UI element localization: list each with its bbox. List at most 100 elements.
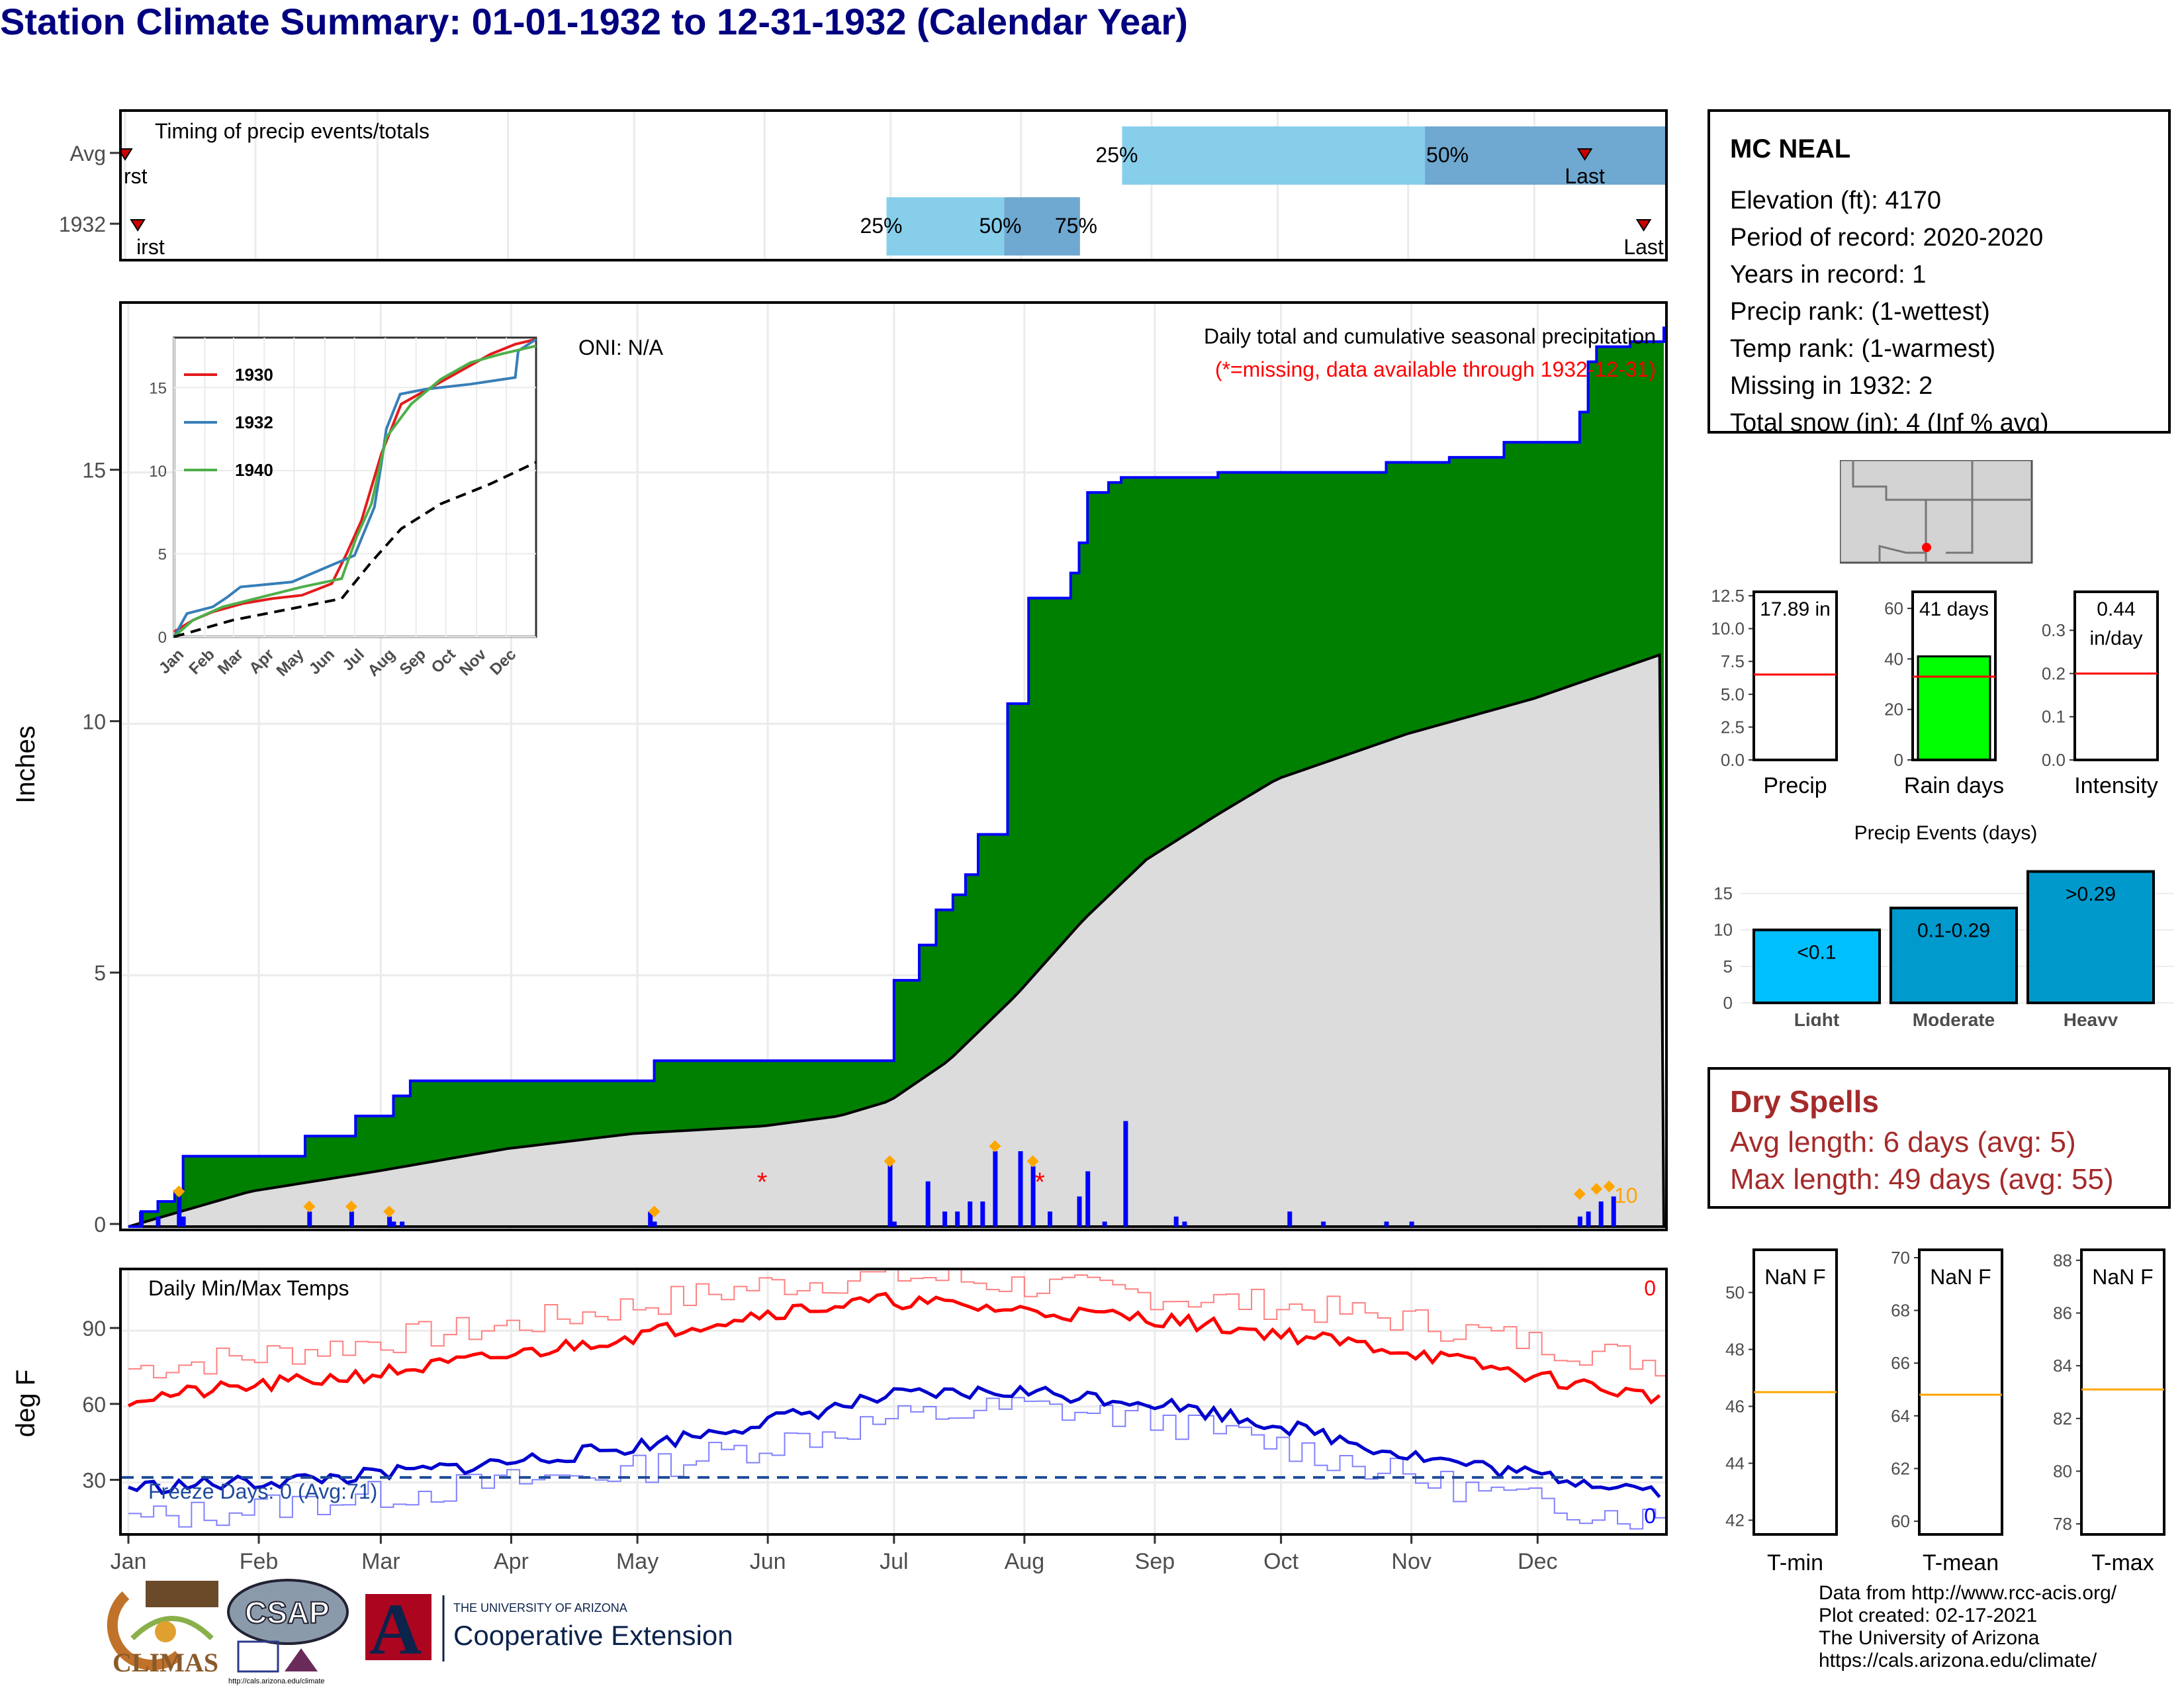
event-marker: [303, 1200, 316, 1213]
inset-y-tick: 5: [158, 545, 167, 563]
month-label: Jan: [111, 1549, 147, 1574]
daily-precip-bar: [387, 1216, 392, 1227]
info-line: Missing in 1932: 2: [1730, 372, 1933, 400]
daily-precip-bar: [942, 1211, 948, 1227]
info-line: Years in record: 1: [1730, 261, 1927, 289]
events-title: Precip Events (days): [1854, 822, 2038, 844]
month-label: Aug: [1005, 1549, 1045, 1574]
event-marker: [1590, 1183, 1603, 1196]
dry-spells-avg: Avg length: 6 days (avg: 5): [1730, 1126, 2076, 1158]
timing-panel: Timing of precip events/totals 25% 50% 75% r…: [119, 109, 1668, 261]
daily-precip-bar: [1611, 1196, 1616, 1227]
temp-chart: Daily Min/Max Temps Freeze Days: 0 (Avg:7…: [122, 1270, 1665, 1533]
tsum-y-tick: 44: [1725, 1454, 1745, 1474]
inset-month-label: Feb: [185, 645, 218, 678]
summary-y-tick: 0: [1894, 750, 1903, 770]
tsum-y-tick: 82: [2053, 1409, 2072, 1429]
month-label: Dec: [1518, 1549, 1557, 1574]
credit-line: Plot created: 02-17-2021: [1819, 1605, 2038, 1626]
month-label: Nov: [1391, 1549, 1431, 1574]
event-value-label: <0.1: [1797, 942, 1836, 964]
dry-spells-title: Dry Spells: [1730, 1084, 1879, 1119]
legend-label: 1940: [235, 460, 273, 480]
daily-precip-bar: [156, 1216, 161, 1227]
locator-map: [1840, 460, 2033, 564]
inset-month-label: May: [273, 645, 308, 680]
tsum-label: T-min: [1767, 1550, 1823, 1575]
info-line: Total snow (in): 4 (Inf % avg): [1730, 409, 2049, 434]
ua-small-text: THE UNIVERSITY OF ARIZONA: [453, 1601, 627, 1615]
temp-label: Daily Min/Max Temps: [148, 1276, 349, 1300]
rain-days-bar: [1917, 655, 1991, 761]
y-tick-label: 15: [82, 459, 106, 483]
summary-value: 0.44: [2097, 598, 2135, 620]
last-label: Last: [1623, 235, 1664, 259]
month-label: Feb: [240, 1549, 279, 1574]
daily-precip-bar: [648, 1211, 653, 1227]
station-name: MC NEAL: [1730, 134, 1851, 164]
event-marker: [884, 1155, 896, 1168]
tsum-y-tick: 48: [1725, 1340, 1745, 1360]
tsum-y-tick: 86: [2053, 1303, 2072, 1323]
event-category: Light: [1794, 1009, 1839, 1026]
event-category: Moderate: [1913, 1009, 1995, 1026]
summary-y-tick: 0.1: [2042, 707, 2066, 727]
freeze-days-label: Freeze Days: 0 (Avg:71): [148, 1479, 377, 1503]
first-label: irst: [136, 235, 165, 259]
main-header: Daily total and cumulative seasonal prec…: [1204, 324, 1656, 348]
normal-min-line: [128, 1384, 1661, 1499]
tsum-y-tick: 84: [2053, 1356, 2072, 1376]
summary-label: Intensity: [2074, 773, 2158, 798]
quartile-bar-25-50: [1122, 126, 1426, 185]
inset-month-label: Oct: [428, 645, 459, 677]
inset-average-line: [173, 461, 537, 638]
daily-precip-bar: [181, 1216, 186, 1227]
inset-month-label: Aug: [364, 645, 398, 680]
temp-panel: Daily Min/Max Temps Freeze Days: 0 (Avg:7…: [119, 1268, 1668, 1536]
tsum-y-tick: 78: [2053, 1514, 2072, 1534]
event-marker: [1573, 1188, 1586, 1200]
tsum-value: NaN F: [1930, 1265, 1991, 1289]
daily-precip-bar: [1409, 1221, 1414, 1227]
inset-y-tick: 10: [149, 463, 167, 481]
tsum-y-tick: 88: [2053, 1250, 2072, 1270]
tsum-y-tick: 68: [1891, 1301, 1910, 1321]
oni-label: ONI: N/A: [578, 336, 664, 359]
last-marker: [1635, 219, 1652, 232]
quartile-label: 50%: [979, 214, 1021, 238]
temperature-summary: 42 44 46 48 50 NaN F T-min 60 62 64 66 68 70 NaN F T-m…: [1725, 1248, 2165, 1575]
event-value-label: >0.29: [2066, 884, 2116, 906]
month-label: Oct: [1263, 1549, 1298, 1574]
tsum-y-tick: 66: [1891, 1353, 1910, 1373]
quartile-label: 25%: [860, 214, 902, 238]
inset-month-label: Dec: [486, 645, 520, 679]
record-min-line: [128, 1397, 1665, 1530]
tsum-y-tick: 62: [1891, 1458, 1910, 1478]
daily-precip-bar: [307, 1211, 312, 1227]
summary-value: 17.89 in: [1760, 598, 1831, 620]
summary-y-tick: 0.2: [2042, 663, 2066, 683]
info-line: Period of record: 2020-2020: [1730, 224, 2044, 252]
tsum-value: NaN F: [1764, 1265, 1825, 1289]
event-marker: [648, 1205, 660, 1218]
average-cumulative-area: [128, 653, 1665, 1228]
summary-y-tick: 0.0: [2042, 750, 2066, 770]
dry-spells-box: Dry Spells Avg length: 6 days (avg: 5) M…: [1707, 1067, 2171, 1209]
summary-y-tick: 2.5: [1721, 717, 1745, 737]
summary-label: Rain days: [1904, 773, 2004, 798]
daily-precip-bar: [1321, 1221, 1326, 1227]
heat-count: 0: [1644, 1276, 1656, 1300]
credit-line: The University of Arizona: [1819, 1627, 2040, 1649]
y-tick-label: 90: [82, 1317, 106, 1340]
ua-logo: A THE UNIVERSITY OF ARIZONA Cooperative …: [365, 1589, 733, 1669]
tsum-label: T-max: [2091, 1550, 2154, 1575]
events-y-tick: 10: [1713, 920, 1733, 940]
summary-value: 41 days: [1919, 598, 1989, 620]
y-axis-label: deg F: [11, 1370, 40, 1437]
tsum-y-tick: 42: [1725, 1511, 1745, 1530]
tsum-label: T-mean: [1923, 1550, 1999, 1575]
inset-month-label: Jun: [306, 645, 338, 678]
first-marker: [122, 148, 133, 161]
event-marker: [383, 1205, 396, 1218]
inset-y-tick: 0: [158, 629, 167, 647]
